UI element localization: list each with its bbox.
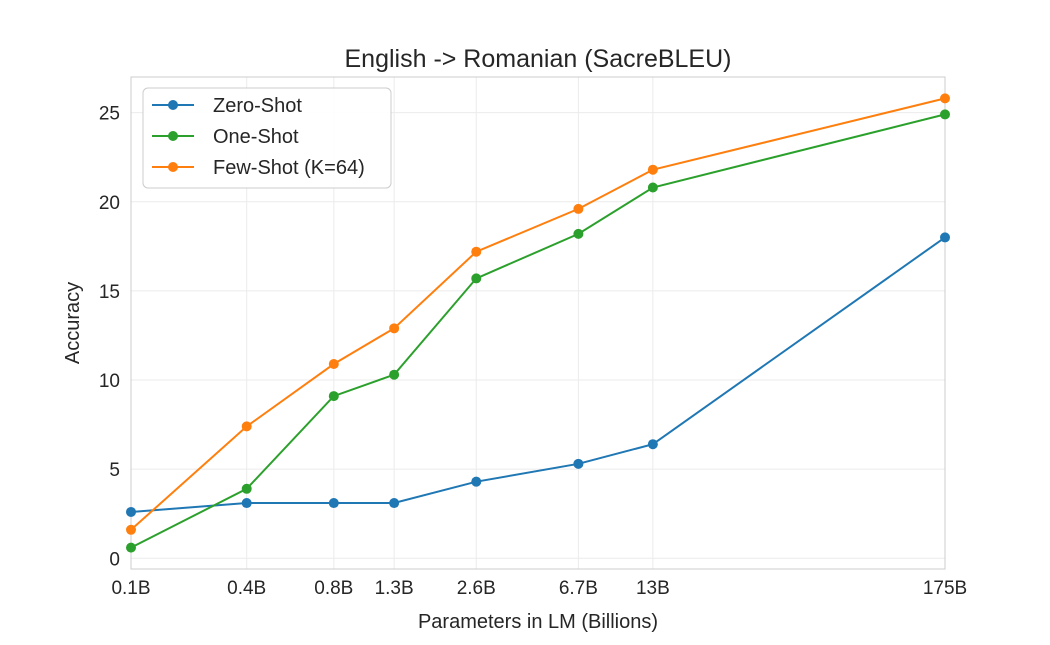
legend-label: Few-Shot (K=64) [213,157,365,179]
x-tick-label: 13B [636,578,670,599]
series-line [130,97,946,531]
y-tick-label: 15 [99,282,120,303]
y-tick-label: 5 [109,460,120,481]
y-tick-label: 20 [99,193,120,214]
x-tick-label: 6.7B [559,578,598,599]
y-tick-label: 25 [99,104,120,125]
data-point [389,369,400,380]
data-point [126,506,136,517]
x-tick-label: 175B [923,578,967,599]
x-tick-label: 0.4B [227,578,266,599]
data-point [328,391,339,402]
series-line [130,113,946,549]
data-point [241,483,252,494]
series-few-shot-k-64 [126,93,950,535]
data-point [328,498,339,509]
series-one-shot [126,109,950,553]
data-point [389,323,400,334]
series-zero-shot [126,232,950,517]
x-axis-label: Parameters in LM (Billions) [418,611,658,633]
x-tick-label: 2.6B [457,578,496,599]
data-point [647,439,658,450]
data-point [389,498,400,509]
plot-frame [130,76,946,570]
tick-labels: 0.1B 0.4B 0.8B 1.3B 2.6B 6.7B 13B 175B 0 5 10 15 20 2… [99,104,967,599]
data-point [940,232,950,243]
data-point [471,246,482,257]
data-point [940,109,950,120]
legend-label: One-Shot [213,126,299,148]
legend-swatch-marker [168,100,178,110]
x-tick-label: 1.3B [375,578,414,599]
data-point [647,164,658,175]
data-point [471,476,482,487]
data-point [126,542,136,553]
series-layer [126,93,950,553]
x-tick-label: 0.1B [111,578,150,599]
data-point [940,93,950,104]
data-point [573,228,584,239]
chart-title: English -> Romanian (SacreBLEU) [345,45,732,73]
data-point [573,458,584,469]
legend-swatch-marker [168,131,178,141]
legend: Zero-Shot One-Shot Few-Shot (K=64) [142,87,392,189]
data-point [241,498,252,509]
data-point [647,182,658,193]
y-tick-label: 10 [99,371,120,392]
y-tick-label: 0 [109,549,120,570]
data-point [328,359,339,369]
data-point [241,421,252,432]
legend-box [142,87,392,189]
series-line [130,236,946,513]
legend-label: Zero-Shot [213,95,302,117]
data-point [573,203,584,214]
data-point [471,273,482,284]
x-tick-label: 0.8B [314,578,353,599]
legend-swatch-marker [168,162,178,172]
data-point [126,524,136,535]
y-axis-label: Accuracy [62,282,84,364]
